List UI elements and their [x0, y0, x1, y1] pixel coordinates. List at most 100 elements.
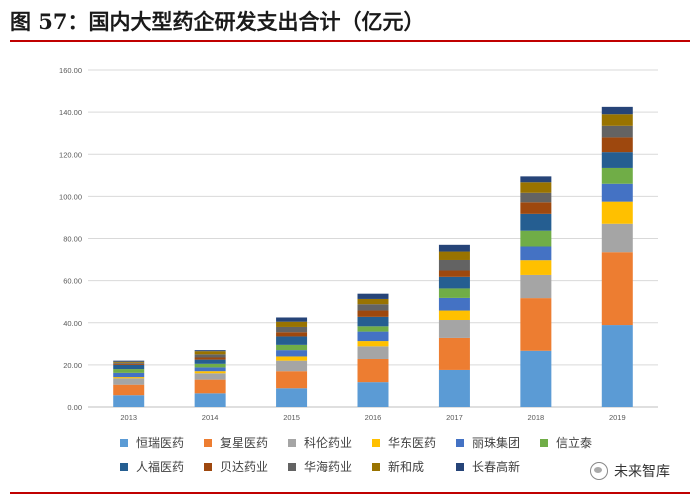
bar-segment-人福医药-2013	[113, 364, 145, 370]
bar-segment-新和成-2016	[357, 298, 389, 305]
legend-swatch	[120, 462, 128, 471]
bar-segment-长春高新-2018	[520, 176, 552, 183]
bar-segment-恒瑞医药-2016	[357, 382, 389, 407]
legend-swatch	[120, 438, 128, 447]
legend-swatch	[540, 438, 548, 447]
bar-segment-贝达药业-2015	[276, 332, 308, 337]
y-tick-label: 120.00	[59, 150, 82, 159]
bar-segment-丽珠集团-2015	[276, 350, 308, 357]
bar-segment-信立泰-2016	[357, 326, 389, 332]
legend-swatch	[288, 438, 296, 447]
bar-segment-恒瑞医药-2014	[194, 393, 226, 407]
bar-segment-新和成-2017	[438, 251, 470, 260]
bar-segment-信立泰-2015	[276, 344, 308, 351]
y-tick-label: 140.00	[59, 108, 82, 117]
legend-item: 贝达药业	[204, 458, 268, 475]
legend-item: 复星医药	[204, 434, 268, 451]
bar-segment-长春高新-2016	[357, 293, 389, 299]
bar-segment-恒瑞医药-2018	[520, 350, 552, 407]
legend-label: 恒瑞医药	[136, 436, 185, 450]
bar-segment-新和成-2019	[601, 114, 633, 126]
bar-segment-人福医药-2015	[276, 336, 308, 345]
bar-segment-华海药业-2014	[194, 354, 226, 358]
bar-segment-恒瑞医药-2015	[276, 388, 308, 407]
bar-segment-贝达药业-2016	[357, 310, 389, 317]
bar-segment-华海药业-2015	[276, 326, 308, 333]
bar-segment-复星医药-2017	[438, 337, 470, 370]
chart-title: 图 57：国内大型药企研发支出合计（亿元）	[10, 9, 425, 34]
y-tick-label: 100.00	[59, 192, 82, 201]
x-tick-label: 2015	[283, 413, 300, 422]
bar-segment-新和成-2014	[194, 351, 226, 355]
legend-label: 人福医药	[136, 460, 185, 474]
bar-segment-丽珠集团-2017	[438, 297, 470, 311]
bar-segment-贝达药业-2018	[520, 202, 552, 214]
bar-segment-科伦药业-2015	[276, 360, 308, 372]
bar-segment-复星医药-2013	[113, 384, 145, 396]
bar-segment-贝达药业-2014	[194, 357, 226, 360]
x-tick-label: 2016	[365, 413, 382, 422]
bar-segment-复星医药-2015	[276, 371, 308, 389]
legend-label: 新和成	[388, 460, 425, 474]
y-tick-label: 160.00	[59, 66, 82, 75]
wechat-icon	[590, 462, 608, 480]
bar-segment-贝达药业-2013	[113, 363, 145, 365]
bar-segment-贝达药业-2017	[438, 270, 470, 277]
bar-segment-华东医药-2013	[113, 377, 145, 379]
bottom-divider	[10, 492, 690, 494]
bar-segment-新和成-2013	[113, 361, 145, 363]
bar-segment-人福医药-2014	[194, 359, 226, 364]
bar-segment-人福医药-2018	[520, 213, 552, 231]
watermark: 未来智库	[590, 461, 670, 481]
bar-segment-科伦药业-2014	[194, 373, 226, 380]
bar-segment-科伦药业-2018	[520, 274, 552, 299]
bar-segment-丽珠集团-2019	[601, 183, 633, 202]
legend-label: 复星医药	[220, 436, 269, 450]
bar-segment-信立泰-2018	[520, 230, 552, 247]
legend-item: 新和成	[372, 458, 424, 475]
legend-label: 科伦药业	[304, 436, 353, 450]
watermark-text: 未来智库	[614, 464, 670, 480]
bar-segment-长春高新-2013	[113, 360, 145, 362]
bar-segment-华东医药-2017	[438, 310, 470, 321]
legend-item: 丽珠集团	[456, 434, 520, 451]
bar-segment-长春高新-2014	[194, 350, 226, 352]
y-tick-label: 80.00	[63, 235, 82, 244]
legend-label: 华海药业	[304, 460, 353, 474]
bar-segment-科伦药业-2016	[357, 346, 389, 359]
title-divider	[10, 40, 690, 42]
bar-segment-复星医药-2018	[520, 298, 552, 351]
legend-swatch	[288, 462, 296, 471]
legend-label: 信立泰	[556, 436, 593, 450]
legend-label: 长春高新	[472, 460, 521, 474]
bar-segment-复星医药-2014	[194, 379, 226, 394]
bar-segment-新和成-2015	[276, 321, 308, 327]
legend-swatch	[456, 462, 464, 471]
legend-swatch	[372, 462, 380, 471]
x-tick-label: 2019	[609, 413, 626, 422]
x-tick-label: 2013	[120, 413, 137, 422]
x-tick-label: 2017	[446, 413, 463, 422]
bar-segment-长春高新-2015	[276, 317, 308, 322]
y-tick-label: 60.00	[63, 277, 82, 286]
legend-label: 丽珠集团	[472, 436, 521, 450]
legend-item: 人福医药	[120, 458, 184, 475]
legend-item: 信立泰	[540, 434, 592, 451]
bar-segment-信立泰-2019	[601, 167, 633, 184]
legend-label: 贝达药业	[220, 460, 269, 474]
legend-swatch	[204, 462, 212, 471]
bar-segment-华东医药-2014	[194, 371, 226, 374]
bar-segment-科伦药业-2019	[601, 223, 633, 253]
x-tick-label: 2018	[528, 413, 545, 422]
bar-segment-华东医药-2016	[357, 341, 389, 347]
bar-segment-恒瑞医药-2019	[601, 325, 633, 407]
bar-segment-恒瑞医药-2017	[438, 369, 470, 407]
legend-item: 华海药业	[288, 458, 352, 475]
bar-segment-华海药业-2019	[601, 125, 633, 138]
stacked-bar-chart: 0.00 20.00 40.00 60.00 80.00 100.00 120.00 140.…	[59, 66, 658, 422]
bar-segment-人福医药-2017	[438, 276, 470, 289]
legend-swatch	[456, 438, 464, 447]
bar-segment-信立泰-2014	[194, 363, 226, 368]
bar-segment-新和成-2018	[520, 182, 552, 193]
legend-label: 华东医药	[388, 436, 437, 450]
